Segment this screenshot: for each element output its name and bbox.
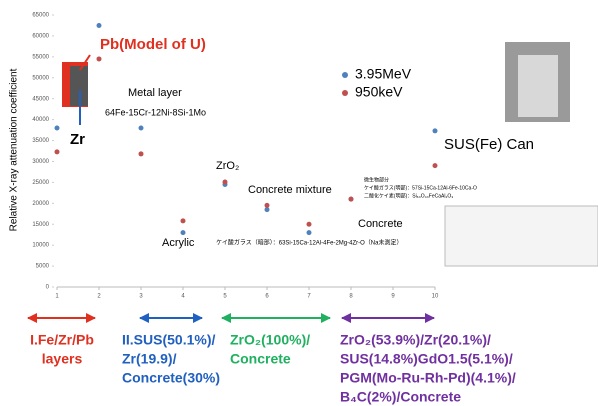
y-tick-label: 40000 <box>32 117 49 123</box>
annotation: ZrO₂ <box>216 160 239 172</box>
group-label: PGM(Mo-Ru-Rh-Pd)(4.1%)/ <box>340 370 516 386</box>
point <box>180 218 186 224</box>
point <box>138 125 144 131</box>
point <box>222 179 228 185</box>
point <box>306 230 312 236</box>
y-axis-label: Relative X-ray attenuation coefficient <box>9 68 20 231</box>
y-tick-label: 20000 <box>32 201 49 207</box>
x-tick-label: 7 <box>307 294 311 300</box>
x-tick-label: 2 <box>97 294 101 300</box>
y-tick-label: 5000 <box>36 264 50 270</box>
group-label: Concrete(30%) <box>122 370 220 386</box>
y-tick-label: 60000 <box>32 34 49 40</box>
annotation: 64Fe-15Cr-12Ni-8Si-1Mo <box>105 107 206 117</box>
layer-image <box>70 66 88 106</box>
group-label: layers <box>42 351 83 367</box>
legend-label: 950keV <box>355 84 403 100</box>
point <box>180 230 186 236</box>
point <box>264 207 270 213</box>
annotation: Zr <box>70 131 85 148</box>
y-tick-label: 15000 <box>32 222 49 228</box>
annotation: 微生物部分 <box>364 176 389 183</box>
pointer <box>79 54 91 71</box>
point <box>432 128 438 134</box>
annotation: Pb(Model of U) <box>100 36 206 53</box>
group-label: ZrO₂(53.9%)/Zr(20.1%)/ <box>340 332 491 348</box>
annotation: ケイ酸ガラス（暗部）：63Si-15Ca-12Al-4Fe-2Mg-4Zr-O（… <box>216 239 402 247</box>
x-tick-label: 6 <box>265 294 269 300</box>
legend-label: 3.95MeV <box>355 66 412 82</box>
group-label: Zr(19.9)/ <box>122 351 177 367</box>
y-tick-label: 30000 <box>32 159 49 165</box>
x-tick-label: 5 <box>223 294 227 300</box>
point <box>96 56 102 62</box>
y-tick-label: 45000 <box>32 96 49 102</box>
point <box>432 163 438 169</box>
x-tick-label: 3 <box>139 294 143 300</box>
table-image <box>444 205 598 267</box>
annotation: Acrylic <box>162 237 195 249</box>
x-tick-label: 10 <box>432 294 439 300</box>
y-tick-label: 55000 <box>32 54 49 60</box>
y-tick-label: 25000 <box>32 180 49 186</box>
point <box>348 196 354 202</box>
legend-marker <box>342 72 348 78</box>
x-tick-label: 9 <box>391 294 395 300</box>
group-label: II.SUS(50.1%)/ <box>122 332 215 348</box>
annotation: ケイ酸ガラス(明部)：57Si-15Ca-12Al-6Fe-10Ca-O <box>364 184 477 191</box>
group-label: B₄C(2%)/Concrete <box>340 389 461 405</box>
x-tick-label: 8 <box>349 294 353 300</box>
group-label: Concrete <box>230 351 291 367</box>
annotation: 二酸化ケイ素(明部)：Si₆₀O₄₀FeCaAl₂O₃ <box>364 192 453 199</box>
group-label: I.Fe/Zr/Pb <box>30 332 94 348</box>
y-tick-label: 10000 <box>32 243 49 249</box>
annotation: SUS(Fe) Can <box>444 136 534 153</box>
group-label: SUS(14.8%)GdO1.5(5.1%)/ <box>340 351 513 367</box>
point <box>54 149 60 155</box>
annotation: Metal layer <box>128 87 182 99</box>
point <box>306 221 312 227</box>
legend-marker <box>342 90 348 96</box>
point <box>96 22 102 28</box>
can-body <box>518 55 558 117</box>
y-tick-label: 50000 <box>32 75 49 81</box>
annotation: Concrete mixture <box>248 184 332 196</box>
point <box>264 202 270 208</box>
y-tick-label: 65000 <box>32 13 49 19</box>
y-tick-label: 0 <box>46 285 50 291</box>
point <box>138 151 144 157</box>
x-tick-label: 4 <box>181 294 185 300</box>
x-tick-label: 1 <box>55 294 59 300</box>
y-tick-label: 35000 <box>32 138 49 144</box>
group-label: ZrO₂(100%)/ <box>230 332 310 348</box>
point <box>54 125 60 131</box>
annotation: Concrete <box>358 218 403 230</box>
